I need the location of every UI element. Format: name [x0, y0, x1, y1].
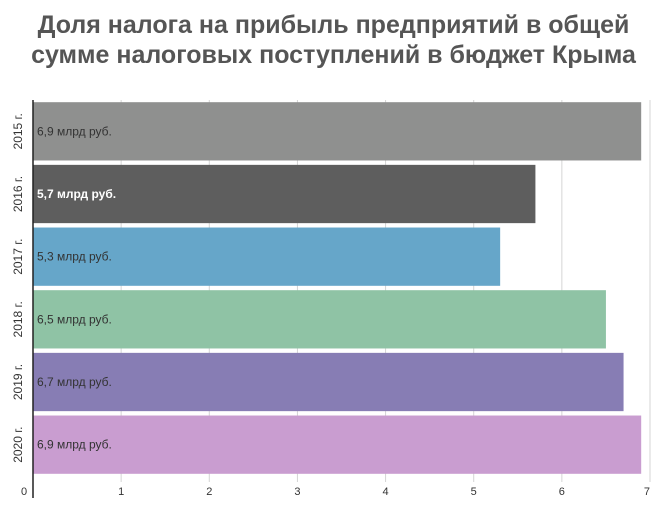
bar-2016 — [33, 164, 536, 224]
bar-2015 — [33, 102, 642, 161]
x-tick-label-5: 5 — [471, 486, 477, 498]
x-tick-label-7: 7 — [644, 486, 650, 498]
x-tick-label-4: 4 — [383, 486, 389, 498]
data-label-2019: 6,7 млрд руб. — [37, 375, 112, 389]
chart-title-line-1: Доля налога на прибыль предприятий в общ… — [37, 11, 630, 39]
bar-2020 — [33, 415, 642, 474]
bar-2018 — [33, 290, 606, 349]
chart-title-line-2: сумме налоговых поступлений в бюджет Кры… — [31, 41, 636, 69]
x-tick-label-3: 3 — [294, 486, 300, 498]
chart-title: Доля налога на прибыль предприятий в общ… — [0, 10, 667, 70]
bar-2017 — [33, 227, 501, 286]
category-label-2017: 2017 г. — [11, 239, 25, 275]
labels: 0 1 2 3 4 5 6 7 6,9 млрд руб. 2015 г. 5,7 млрд руб… — [11, 113, 650, 498]
data-label-2020: 6,9 млрд руб. — [37, 438, 112, 452]
x-tick-label-2: 2 — [206, 486, 212, 498]
x-tick-label-0: 0 — [21, 486, 27, 498]
category-label-2018: 2018 г. — [11, 301, 25, 337]
category-label-2015: 2015 г. — [11, 113, 25, 149]
data-label-2016: 5,7 млрд руб. — [37, 187, 116, 201]
data-label-2015: 6,9 млрд руб. — [37, 124, 112, 138]
x-tick-label-1: 1 — [118, 486, 124, 498]
data-label-2017: 5,3 млрд руб. — [37, 250, 112, 264]
bars — [33, 102, 642, 474]
x-tick-label-6: 6 — [559, 486, 565, 498]
category-label-2019: 2019 г. — [11, 364, 25, 400]
category-label-2020: 2020 г. — [11, 427, 25, 463]
category-label-2016: 2016 г. — [11, 176, 25, 212]
bar-2019 — [33, 352, 624, 412]
data-label-2018: 6,5 млрд руб. — [37, 312, 112, 326]
